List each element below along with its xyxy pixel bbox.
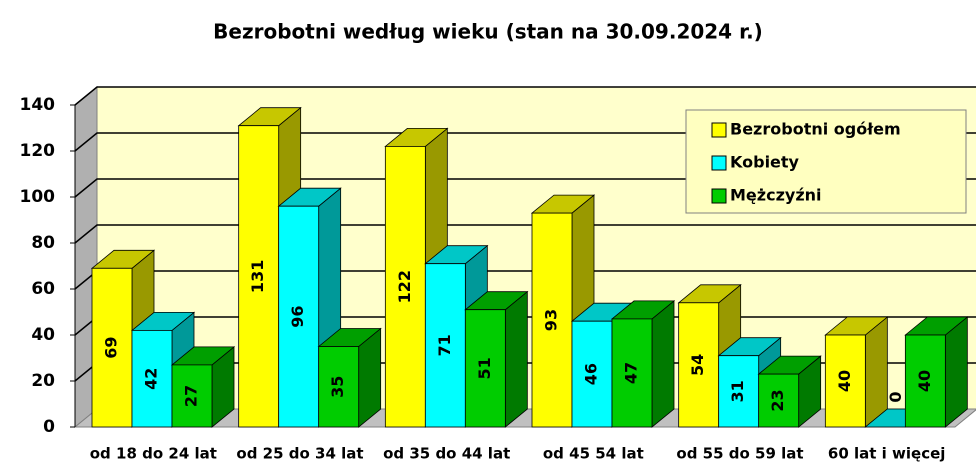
bar-side xyxy=(864,316,888,428)
bar-front xyxy=(464,309,506,428)
legend: Bezrobotni ogółem Kobiety Mężczyźni xyxy=(685,109,967,214)
bar-front xyxy=(611,318,653,428)
data-label: 31 xyxy=(728,380,747,402)
x-tick-label: 60 lat i więcej xyxy=(828,445,946,463)
bar-front xyxy=(384,145,426,428)
data-label: 35 xyxy=(328,376,347,398)
data-label: 40 xyxy=(835,370,854,392)
legend-swatch xyxy=(711,122,727,138)
bar-side xyxy=(651,300,675,428)
grid-line xyxy=(74,224,976,244)
bar-front xyxy=(171,364,213,428)
y-tick-label: 0 xyxy=(43,417,55,437)
legend-swatch xyxy=(711,188,727,204)
bar-front xyxy=(91,267,133,428)
bar-front xyxy=(824,334,866,428)
y-tick-label: 80 xyxy=(31,233,55,253)
grid-line xyxy=(74,178,976,198)
x-tick-label: od 45 54 lat xyxy=(543,445,644,463)
x-tick-label: od 18 do 24 lat xyxy=(90,445,217,463)
y-tick-label: 120 xyxy=(20,141,56,161)
grid-line xyxy=(74,86,976,106)
bar-front xyxy=(131,329,173,428)
data-label: 96 xyxy=(288,305,307,327)
y-tick-label: 100 xyxy=(20,187,56,207)
bar-front xyxy=(318,346,360,428)
bar xyxy=(317,327,382,428)
legend-label: Mężczyźni xyxy=(730,186,822,205)
data-label: 42 xyxy=(142,368,161,390)
data-label: 27 xyxy=(182,385,201,407)
y-tick-label: 20 xyxy=(31,371,55,391)
bar-front xyxy=(278,205,320,428)
bar xyxy=(384,127,449,428)
chart-title: Bezrobotni według wieku (stan na 30.09.2… xyxy=(213,20,763,44)
legend-label: Bezrobotni ogółem xyxy=(730,120,901,139)
y-tick-label: 40 xyxy=(31,325,55,345)
bar xyxy=(170,346,236,428)
data-label: 23 xyxy=(768,389,787,411)
x-tick-label: od 25 do 34 lat xyxy=(236,445,363,463)
bar xyxy=(464,290,529,428)
data-label: 122 xyxy=(395,270,414,303)
bar-side xyxy=(504,290,528,428)
x-tick-label: od 55 do 59 lat xyxy=(676,445,803,463)
x-tick-label: od 35 do 44 lat xyxy=(383,445,510,463)
bar-front xyxy=(904,334,946,428)
data-label: 47 xyxy=(622,362,641,384)
bar-front xyxy=(758,373,800,428)
data-label: 69 xyxy=(102,337,121,359)
legend-label: Kobiety xyxy=(730,153,800,172)
bar-front xyxy=(531,212,573,428)
data-label: 71 xyxy=(435,334,454,356)
data-label: 40 xyxy=(915,370,934,392)
y-tick-label: 60 xyxy=(31,279,55,299)
bar xyxy=(610,300,676,428)
data-label: 46 xyxy=(582,363,601,385)
bar xyxy=(824,316,889,428)
bar xyxy=(904,316,969,428)
y-tick-label: 140 xyxy=(20,95,56,115)
data-label: 51 xyxy=(475,357,494,379)
data-label: 93 xyxy=(542,309,561,331)
bar-front xyxy=(424,263,466,428)
data-label: 131 xyxy=(248,260,267,293)
bar-front xyxy=(678,302,720,428)
data-label: 0 xyxy=(886,391,905,402)
bar-side xyxy=(944,316,968,428)
bar xyxy=(757,355,822,428)
data-label: 54 xyxy=(688,354,707,376)
legend-box xyxy=(685,109,967,214)
legend-swatch xyxy=(711,155,727,171)
bar-front xyxy=(238,125,280,428)
bar-front xyxy=(571,320,613,428)
grid-line xyxy=(74,132,976,152)
